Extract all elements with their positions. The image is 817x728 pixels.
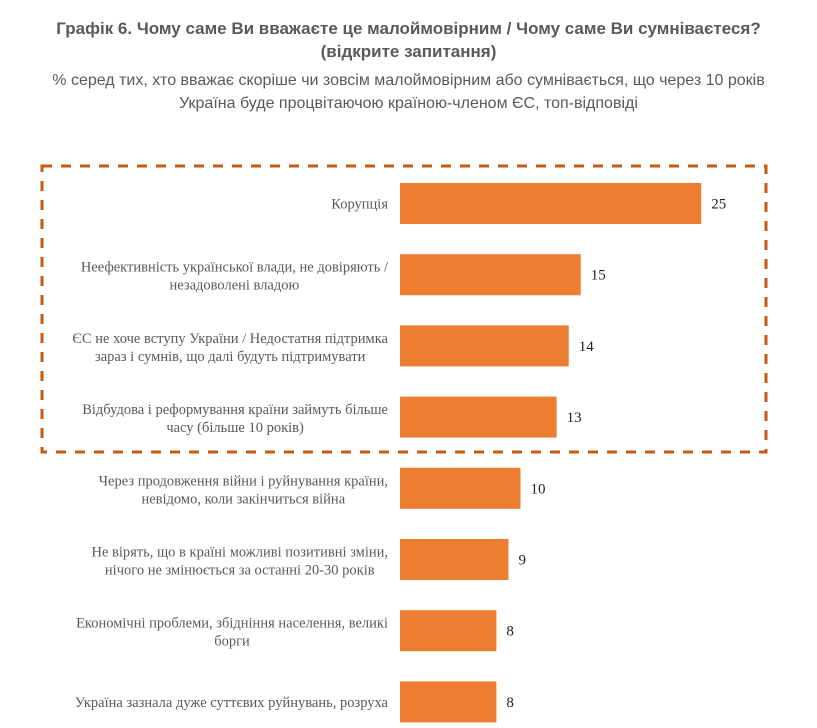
- category-label: Відбудова і реформування країни займуть …: [82, 402, 388, 418]
- category-label: Україна зазнала дуже суттєвих руйнувань,…: [75, 695, 389, 711]
- bar: [400, 467, 521, 509]
- category-label: Через продовження війни і руйнування кра…: [99, 473, 388, 489]
- chart-title-line2: (відкрите запитання): [320, 42, 497, 61]
- category-label: ЄС не хоче вступу України / Недостатня п…: [72, 331, 388, 347]
- chart-title: Графік 6. Чому саме Ви вважаєте це малой…: [56, 19, 761, 38]
- category-label: невідомо, коли закінчиться війна: [141, 491, 345, 507]
- bar: [400, 610, 497, 652]
- bar: [400, 681, 497, 723]
- value-label: 13: [567, 410, 582, 426]
- value-label: 10: [531, 481, 546, 497]
- bar: [400, 325, 569, 367]
- chart-subtitle-line2: Україна буде процвітаючою країною-членом…: [179, 95, 638, 112]
- value-label: 14: [579, 339, 595, 355]
- value-label: 8: [506, 624, 514, 640]
- category-label: Не вірять, що в країні можливі позитивні…: [91, 545, 388, 561]
- category-label: борги: [214, 634, 250, 650]
- bar: [400, 396, 557, 438]
- value-label: 8: [506, 695, 514, 711]
- category-label: Неефективність української влади, не дов…: [81, 260, 389, 276]
- value-label: 25: [711, 197, 726, 213]
- value-label: 15: [591, 268, 606, 284]
- bar: [400, 183, 702, 224]
- bar: [400, 539, 509, 580]
- value-label: 9: [518, 553, 526, 569]
- category-label: Економічні проблеми, збідніння населення…: [76, 616, 388, 632]
- category-label: часу (більше 10 років): [166, 420, 304, 436]
- bar: [400, 254, 581, 296]
- chart-subtitle: % серед тих, хто вважає скоріше чи зовсі…: [52, 72, 765, 89]
- category-label: Корупція: [331, 197, 388, 213]
- category-label: зараз і сумнів, що далі будуть підтримув…: [95, 349, 366, 365]
- category-label: нічого не змінюється за останні 20-30 ро…: [105, 563, 375, 579]
- category-label: незадоволені владою: [169, 278, 299, 294]
- highlight-frame: [40, 164, 768, 454]
